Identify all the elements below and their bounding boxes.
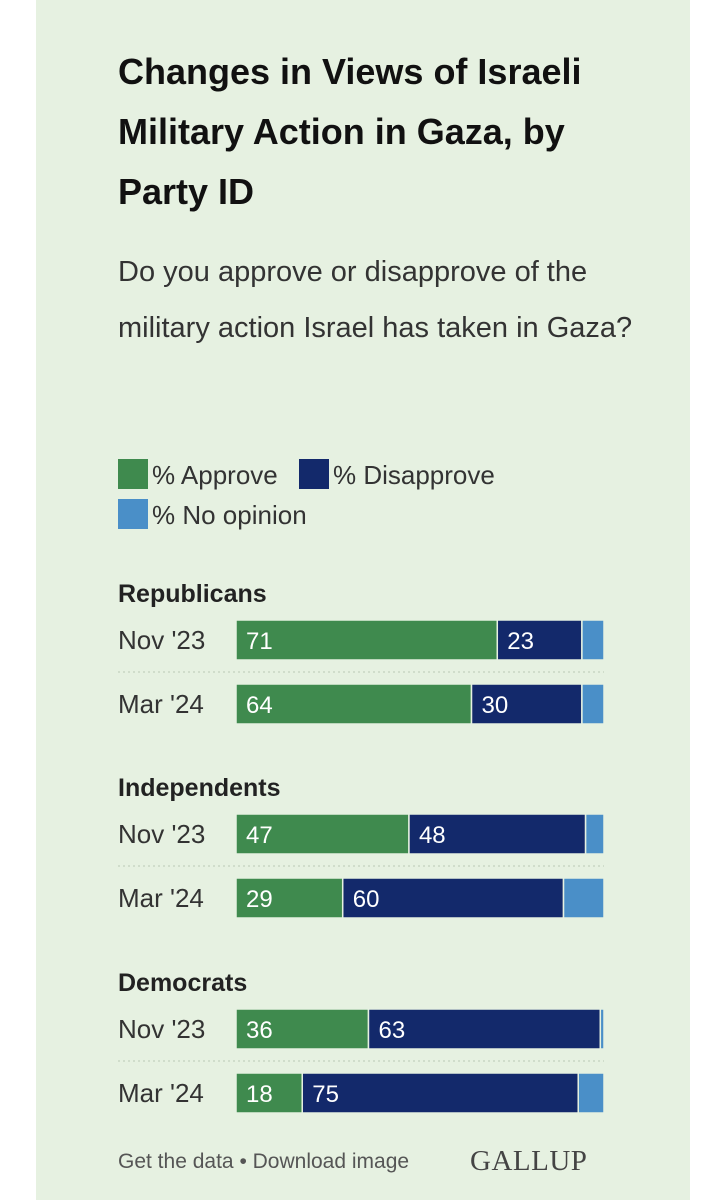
data-label: 47 xyxy=(246,822,273,849)
chart-card xyxy=(36,0,690,1200)
data-label: 18 xyxy=(246,1081,273,1108)
bar-segment xyxy=(581,619,605,661)
download-image-link[interactable]: Download image xyxy=(252,1150,410,1173)
legend: % Approve % Disapprove % No opinion xyxy=(118,455,538,535)
legend-label-disapprove: % Disapprove xyxy=(332,460,495,490)
bar-segment xyxy=(301,1072,579,1114)
data-label: 75 xyxy=(312,1081,339,1108)
gallup-logo: GALLUP xyxy=(470,1145,588,1177)
bar-segment xyxy=(235,813,410,855)
bar-segment xyxy=(584,813,605,855)
group-label: Republicans xyxy=(118,580,267,608)
data-label: 36 xyxy=(246,1017,273,1044)
row-label: Nov '23 xyxy=(118,625,205,655)
bar-segment xyxy=(577,1072,605,1114)
legend-item-disapprove: % Disapprove xyxy=(298,459,495,490)
bar-segment xyxy=(235,877,344,919)
data-label: 30 xyxy=(482,692,509,719)
bar-segment xyxy=(496,619,583,661)
bar-segment xyxy=(235,1072,303,1114)
legend-item-no-opinion: % No opinion xyxy=(118,499,307,530)
data-label: 48 xyxy=(419,822,446,849)
group-label: Democrats xyxy=(118,969,247,997)
row-label: Nov '23 xyxy=(118,819,205,849)
data-label: 60 xyxy=(353,886,380,913)
bar-segment xyxy=(235,619,499,661)
row-label: Mar '24 xyxy=(118,883,204,913)
legend-swatch-disapprove xyxy=(298,459,329,489)
bar-segment xyxy=(599,1008,605,1050)
get-data-link[interactable]: Get the data xyxy=(118,1150,234,1173)
stacked-bar-chart: Republicans Nov '23 71 23 Mar '24 64 30 Indepen… xyxy=(118,580,605,1114)
data-label: 64 xyxy=(246,692,273,719)
group-label: Independents xyxy=(118,774,281,802)
row-label: Mar '24 xyxy=(118,689,204,719)
footer-separator: • xyxy=(239,1150,247,1173)
data-label: 71 xyxy=(246,628,273,655)
bar-segment xyxy=(470,683,583,725)
footer: Get the data • Download image xyxy=(118,1150,409,1174)
data-label: 63 xyxy=(378,1017,405,1044)
legend-label-no-opinion: % No opinion xyxy=(152,500,307,530)
legend-swatch-approve xyxy=(118,459,148,489)
bar-segment xyxy=(562,877,605,919)
bar-segment xyxy=(341,877,565,919)
chart-subtitle: Do you approve or disapprove of the mili… xyxy=(118,256,633,344)
legend-swatch-no-opinion xyxy=(118,499,148,529)
legend-label-approve: % Approve xyxy=(152,460,278,490)
bar-segment xyxy=(367,1008,602,1050)
bar-segment xyxy=(235,683,473,725)
bar-segment xyxy=(581,683,605,725)
data-label: 23 xyxy=(507,628,534,655)
chart-title: Changes in Views of Israeli Military Act… xyxy=(118,51,582,212)
legend-item-approve: % Approve xyxy=(118,459,278,490)
row-label: Mar '24 xyxy=(118,1078,204,1108)
row-label: Nov '23 xyxy=(118,1014,205,1044)
data-label: 29 xyxy=(246,886,273,913)
